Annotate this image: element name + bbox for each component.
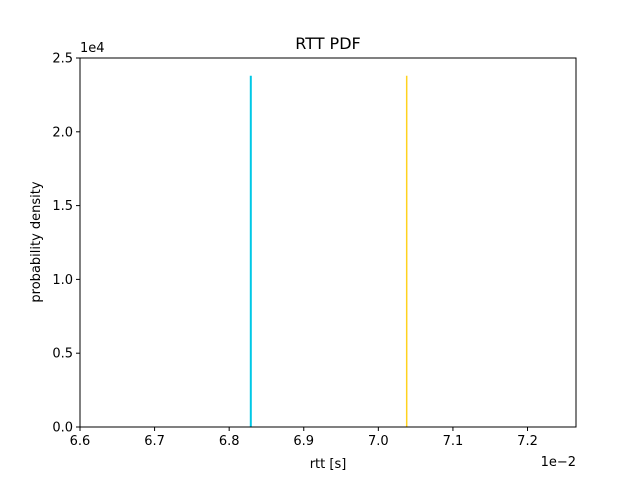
x-tick-label: 6.8	[219, 434, 240, 449]
y-tick-label: 2.0	[52, 125, 73, 140]
chart-title: RTT PDF	[295, 34, 360, 53]
x-tick-label: 7.1	[443, 434, 464, 449]
x-tick-label: 6.9	[293, 434, 314, 449]
y-axis-label: probability density	[29, 181, 44, 302]
plot-area	[249, 75, 408, 427]
x-tick-label: 6.6	[70, 434, 91, 449]
x-tick-label: 6.7	[144, 434, 165, 449]
y-axis: 0.0 0.5 1.0 1.5 2.0 2.5	[52, 52, 80, 436]
y-tick-label: 1.5	[52, 199, 73, 214]
x-tick-label: 7.2	[517, 434, 538, 449]
y-tick-label: 1.0	[52, 273, 73, 288]
axes-frame	[79, 57, 577, 428]
y-tick-label: 0.0	[52, 421, 73, 436]
y-tick-label: 2.5	[52, 52, 73, 67]
x-axis-label: rtt [s]	[310, 457, 347, 472]
x-axis: 6.6 6.7 6.8 6.9 7.0 7.1 7.2	[70, 427, 538, 449]
x-offset-label: 1e−2	[541, 455, 576, 470]
x-tick-label: 7.0	[368, 434, 389, 449]
y-tick-label: 0.5	[52, 347, 73, 362]
y-offset-label: 1e4	[80, 41, 105, 56]
